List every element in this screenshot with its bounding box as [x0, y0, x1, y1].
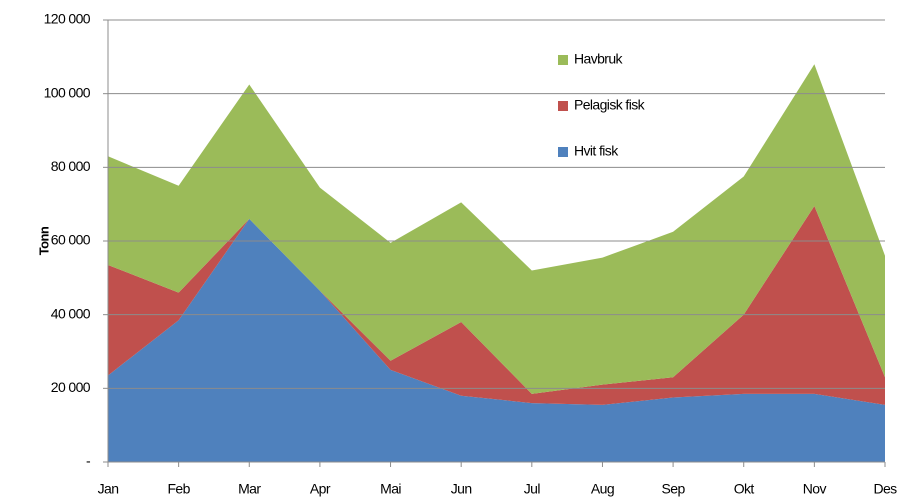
legend-label: Havbruk	[574, 51, 624, 67]
x-tick-label: Mar	[238, 481, 261, 497]
x-tick-label: Apr	[310, 481, 331, 497]
x-tick-label: Des	[873, 481, 897, 497]
x-tick-label: Mai	[380, 481, 401, 497]
x-tick-label: Feb	[167, 481, 190, 497]
y-tick-label: 60 000	[51, 232, 91, 248]
x-tick-label: Okt	[734, 481, 755, 497]
y-tick-label: 40 000	[51, 305, 91, 321]
x-tick-label: Jun	[451, 481, 472, 497]
x-tick-label: Jul	[524, 481, 541, 497]
legend-swatch	[558, 147, 568, 157]
y-tick-label: 100 000	[44, 84, 91, 100]
y-tick-label: 20 000	[51, 379, 91, 395]
x-tick-label: Sep	[662, 481, 686, 497]
legend-swatch	[558, 55, 568, 65]
legend-label: Pelagisk fisk	[574, 97, 646, 113]
x-tick-label: Nov	[803, 481, 827, 497]
y-tick-label: 80 000	[51, 158, 91, 174]
y-tick-label: -	[86, 453, 91, 469]
legend-label: Hvit fisk	[574, 143, 619, 159]
x-tick-label: Aug	[591, 481, 614, 497]
area	[108, 206, 885, 405]
y-axis-label: Tonn	[36, 226, 51, 255]
x-tick-label: Jan	[98, 481, 119, 497]
area	[108, 64, 885, 394]
legend-swatch	[558, 101, 568, 111]
y-tick-label: 120 000	[44, 11, 91, 27]
area	[108, 218, 885, 462]
